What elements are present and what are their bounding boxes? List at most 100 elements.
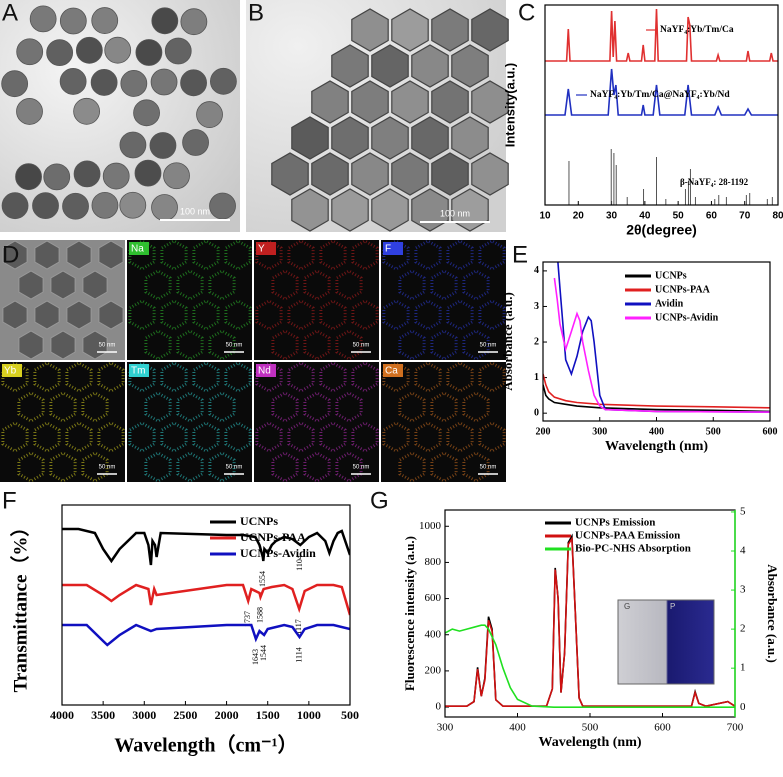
element-label: Tm bbox=[131, 366, 145, 377]
map-particle bbox=[33, 421, 61, 453]
map-particle bbox=[287, 299, 315, 331]
legend-label: UCNPs-Avidin bbox=[240, 546, 316, 560]
x-tick-label: 50 bbox=[673, 211, 685, 222]
x-tick-label: 400 bbox=[649, 426, 664, 437]
element-tag bbox=[383, 242, 403, 255]
map-particle bbox=[478, 421, 506, 453]
y-axis-label: Intensity(a.u.) bbox=[502, 63, 517, 148]
map-particle bbox=[2, 240, 28, 270]
particle bbox=[32, 192, 59, 219]
inset-label: P bbox=[670, 602, 675, 611]
series-line bbox=[545, 8, 778, 62]
particle bbox=[134, 159, 162, 187]
particle bbox=[391, 8, 429, 52]
map-particle bbox=[144, 391, 172, 423]
particles-a bbox=[1, 5, 237, 221]
legend-label: UCNPs bbox=[240, 514, 278, 528]
map-particle bbox=[382, 421, 410, 453]
map-particle bbox=[335, 391, 363, 423]
series-line bbox=[545, 68, 778, 116]
panel-label: B bbox=[248, 0, 264, 26]
particle bbox=[73, 97, 101, 125]
scale-bar-label: 50 nm bbox=[99, 465, 116, 471]
legend-label: Avidin bbox=[655, 298, 684, 309]
map-particle bbox=[1, 421, 29, 453]
legend-label: NaYF₄:Yb/Tm/Ca bbox=[660, 25, 734, 35]
inset-photo bbox=[617, 599, 715, 685]
series-line bbox=[62, 583, 350, 616]
map-particle bbox=[319, 239, 347, 271]
peak-label: 1554 bbox=[258, 571, 267, 587]
particle bbox=[451, 116, 489, 160]
map-particle bbox=[430, 391, 458, 423]
x-axis-label: Wavelength (nm) bbox=[538, 735, 641, 750]
particle bbox=[149, 132, 177, 159]
legend-label: UCNPs Emission bbox=[575, 517, 655, 529]
map-particle bbox=[17, 391, 45, 423]
particle bbox=[431, 8, 469, 52]
peak-label: 1114 bbox=[294, 647, 303, 662]
map-particle bbox=[34, 240, 60, 270]
map-particle bbox=[319, 421, 347, 453]
particle bbox=[150, 68, 178, 96]
map-particle bbox=[303, 451, 331, 483]
map-particle bbox=[81, 451, 109, 483]
particle bbox=[1, 192, 29, 220]
particle bbox=[271, 152, 309, 196]
map-texture bbox=[255, 361, 379, 483]
particle bbox=[371, 188, 409, 232]
map-particle bbox=[462, 451, 490, 483]
element-tag bbox=[256, 242, 276, 255]
map-particle bbox=[192, 239, 220, 271]
particle bbox=[102, 162, 130, 190]
panel-label: D bbox=[2, 241, 19, 268]
map-particle bbox=[160, 421, 188, 453]
panel-label: A bbox=[2, 0, 18, 26]
x-tick-label: 3500 bbox=[91, 708, 115, 722]
x-tick-label: 20 bbox=[573, 211, 585, 222]
map-particle bbox=[319, 361, 347, 393]
x-tick-label: 1500 bbox=[256, 708, 280, 722]
y-tick-label: 400 bbox=[425, 628, 442, 640]
map-particle bbox=[335, 269, 363, 301]
map-particle bbox=[446, 421, 474, 453]
element-label: Yb bbox=[4, 366, 17, 377]
peak-label: 1588 bbox=[255, 607, 264, 623]
x-tick-label: 500 bbox=[582, 722, 599, 734]
particle bbox=[46, 39, 74, 67]
plot-frame bbox=[542, 261, 771, 422]
peak-label: 1643 bbox=[251, 649, 260, 665]
series-line bbox=[557, 262, 770, 413]
map-particle bbox=[271, 269, 299, 301]
map-particle bbox=[446, 299, 474, 331]
particle bbox=[431, 152, 469, 196]
series-line bbox=[553, 277, 770, 413]
y-tick-label: 3 bbox=[534, 301, 539, 312]
map-particle bbox=[303, 329, 331, 361]
map-particle bbox=[33, 361, 61, 393]
map-particle bbox=[128, 421, 156, 453]
map-particle bbox=[414, 421, 442, 453]
map-particle bbox=[49, 451, 77, 483]
map-particle bbox=[224, 361, 252, 393]
map-particle bbox=[478, 361, 506, 393]
y-tick-label: 1 bbox=[534, 372, 539, 383]
element-label: Nd bbox=[258, 366, 271, 377]
particle bbox=[182, 129, 209, 156]
particles-b bbox=[271, 8, 509, 232]
particle bbox=[431, 80, 469, 124]
particle bbox=[331, 44, 369, 88]
map-particle bbox=[144, 451, 172, 483]
particle bbox=[471, 80, 509, 124]
legend-label: UCNPs-PAA Emission bbox=[575, 530, 680, 542]
legend-label: UCNPs-PAA bbox=[655, 284, 711, 295]
scale-bar-label: 50 nm bbox=[226, 465, 243, 471]
map-particle bbox=[17, 451, 45, 483]
y-tick-label: 0 bbox=[534, 407, 539, 418]
y-tick-label: 800 bbox=[425, 556, 442, 568]
particle bbox=[1, 70, 29, 98]
map-particle bbox=[382, 239, 410, 271]
y-axis-label: Fluorescence intensity (a.u.) bbox=[402, 536, 417, 691]
x-tick-label: 60 bbox=[706, 211, 718, 222]
